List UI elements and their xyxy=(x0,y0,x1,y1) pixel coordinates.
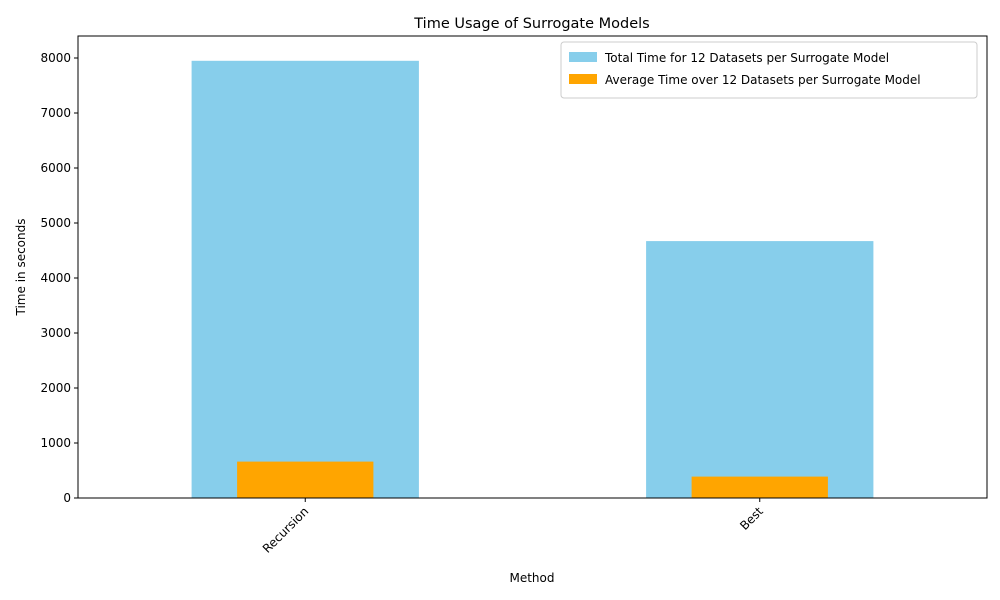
y-axis-label: Time in seconds xyxy=(14,219,28,317)
y-tick-label: 0 xyxy=(63,491,71,505)
plot-frame xyxy=(77,35,988,499)
y-tick-label: 3000 xyxy=(40,326,71,340)
x-axis: Recursion Best xyxy=(260,498,766,556)
x-tick-label: Best xyxy=(737,504,766,533)
bar-0-recursion xyxy=(191,60,419,499)
y-tick-label: 5000 xyxy=(40,216,71,230)
y-tick-label: 4000 xyxy=(40,271,71,285)
plot-area xyxy=(191,60,874,499)
y-tick-label: 7000 xyxy=(40,106,71,120)
y-tick-label: 8000 xyxy=(40,51,71,65)
bar-1-recursion xyxy=(237,461,374,498)
x-axis-label: Method xyxy=(509,571,554,585)
y-tick-label: 2000 xyxy=(40,381,71,395)
legend-swatch-0 xyxy=(569,52,597,62)
y-axis: 0 1000 2000 3000 4000 5000 6000 7000 8000 xyxy=(40,51,78,505)
bar-1-best xyxy=(691,476,828,498)
x-tick-label: Recursion xyxy=(260,504,312,556)
legend-label-0: Total Time for 12 Datasets per Surrogate… xyxy=(604,51,889,65)
legend-frame xyxy=(560,41,978,99)
legend: Total Time for 12 Datasets per Surrogate… xyxy=(560,41,978,99)
legend-swatch-1 xyxy=(569,74,597,84)
legend-label-1: Average Time over 12 Datasets per Surrog… xyxy=(605,73,921,87)
bar-0-best xyxy=(646,241,874,498)
chart-title: Time Usage of Surrogate Models xyxy=(413,16,649,32)
y-tick-label: 6000 xyxy=(40,161,71,175)
y-tick-label: 1000 xyxy=(40,436,71,450)
